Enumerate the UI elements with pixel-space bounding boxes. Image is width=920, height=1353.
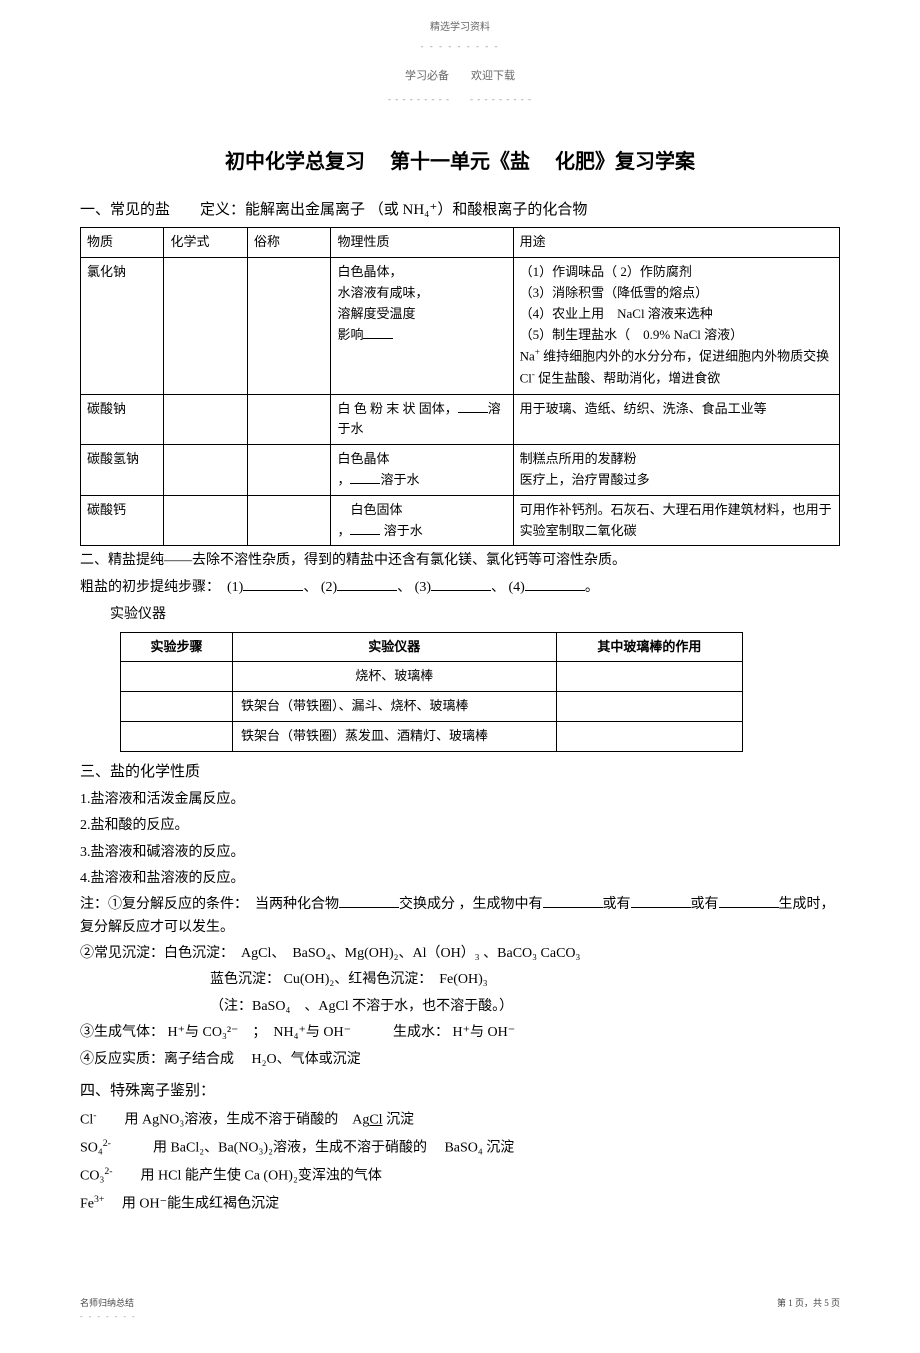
table-row: 氯化钠 白色晶体，水溶液有咸味，溶解度受温度影响 （1）作调味品（ 2）作防腐剂…	[81, 258, 840, 394]
cell-rod	[556, 721, 743, 751]
th-step: 实验步骤	[121, 632, 233, 662]
s4-co3: CO₃2- 用 HCl 能产生使 Ca (OH)₂变浑浊的气体	[80, 1164, 840, 1188]
s3-note3: ③生成气体： H⁺与 CO₃²⁻ ； NH₄⁺与 OH⁻ 生成水： H⁺与 OH…	[80, 1022, 840, 1044]
section3-heading: 三、盐的化学性质	[80, 760, 840, 784]
cell-common	[247, 495, 330, 546]
cell-common	[247, 258, 330, 394]
th-instrument: 实验仪器	[232, 632, 556, 662]
footer-right: 第 1 页，共 5 页	[777, 1296, 840, 1323]
s4-fe3: Fe3+ 用 OH⁻能生成红褐色沉淀	[80, 1192, 840, 1216]
cell-step	[121, 662, 233, 692]
section1-heading: 一、常见的盐 定义：能解离出金属离子 （或 NH₄⁺）和酸根离子的化合物	[80, 198, 840, 222]
page-title: 初中化学总复习 第十一单元《盐 化肥》复习学案	[80, 146, 840, 178]
cell-use: （1）作调味品（ 2）作防腐剂（3）消除积雪（降低雪的熔点）（4）农业上用 Na…	[513, 258, 839, 394]
cell-rod	[556, 662, 743, 692]
cell-formula	[164, 394, 247, 445]
th-rod: 其中玻璃棒的作用	[556, 632, 743, 662]
cell-physical: 白色晶体，水溶液有咸味，溶解度受温度影响	[331, 258, 513, 394]
s4-cl: Cl- 用 AgNO₃溶液，生成不溶于硝酸的 AgCl 沉淀	[80, 1108, 840, 1132]
cell-substance: 碳酸钠	[81, 394, 164, 445]
blank-mid: 、 (3)	[397, 580, 431, 595]
cell-use: 用于玻璃、造纸、纺织、洗涤、食品工业等	[513, 394, 839, 445]
th-substance: 物质	[81, 228, 164, 258]
s3-note4: ④反应实质：离子结合成 H₂O、气体或沉淀	[80, 1049, 840, 1071]
cell-formula	[164, 445, 247, 496]
sub-dashed: - - - - - - - - - - - - - - - - - -	[80, 92, 840, 106]
cell-use: 可用作补钙剂。石灰石、大理石用作建筑材料，也用于实验室制取二氧化碳	[513, 495, 839, 546]
note-text: 注：①复分解反应的条件： 当两种化合物	[80, 897, 339, 912]
blank-end: 。	[585, 580, 599, 595]
s3-note2c: （注：BaSO₄ 、AgCl 不溶于水，也不溶于酸。）	[80, 996, 840, 1018]
footer-left: 名师归纳总结 - - - - - - -	[80, 1296, 137, 1323]
top-dots: - - - - - - - - -	[80, 39, 840, 53]
cell-step	[121, 721, 233, 751]
experiment-table: 实验步骤 实验仪器 其中玻璃棒的作用 烧杯、玻璃棒 铁架台（带铁圈）、漏斗、烧杯…	[120, 632, 743, 752]
section2-line1: 二、精盐提纯——去除不溶性杂质，得到的精盐中还含有氯化镁、氯化钙等可溶性杂质。	[80, 550, 840, 572]
sub-header: 学习必备 欢迎下载	[80, 68, 840, 86]
top-label: 精选学习资料	[80, 20, 840, 36]
salt-table: 物质 化学式 俗称 物理性质 用途 氯化钠 白色晶体，水溶液有咸味，溶解度受温度…	[80, 227, 840, 546]
section2-line2: 粗盐的初步提纯步骤： (1) 、 (2) 、 (3) 、 (4) 。	[80, 577, 840, 599]
table-header-row: 物质 化学式 俗称 物理性质 用途	[81, 228, 840, 258]
cell-use: 制糕点所用的发酵粉医疗上，治疗胃酸过多	[513, 445, 839, 496]
cell-substance: 碳酸钙	[81, 495, 164, 546]
experiment-label: 实验仪器	[110, 604, 840, 626]
table-row: 烧杯、玻璃棒	[121, 662, 743, 692]
s3-l1: 1.盐溶液和活泼金属反应。	[80, 789, 840, 811]
table-row: 铁架台（带铁圈）、漏斗、烧杯、玻璃棒	[121, 692, 743, 722]
th-common: 俗称	[247, 228, 330, 258]
blank-prefix: 粗盐的初步提纯步骤： (1)	[80, 580, 243, 595]
th-use: 用途	[513, 228, 839, 258]
footer-left-text: 名师归纳总结	[80, 1296, 137, 1310]
cell-instrument: 铁架台（带铁圈）蒸发皿、酒精灯、玻璃棒	[232, 721, 556, 751]
cell-common	[247, 445, 330, 496]
table-row: 碳酸钠 白 色 粉 末 状 固体，溶于水 用于玻璃、造纸、纺织、洗涤、食品工业等	[81, 394, 840, 445]
th-physical: 物理性质	[331, 228, 513, 258]
table-row: 碳酸钙 白色固体， 溶于水 可用作补钙剂。石灰石、大理石用作建筑材料，也用于实验…	[81, 495, 840, 546]
section4-heading: 四、特殊离子鉴别：	[80, 1079, 840, 1103]
s3-note1: 注：①复分解反应的条件： 当两种化合物交换成分 ，生成物中有或有或有生成时，复分…	[80, 894, 840, 939]
table-header-row: 实验步骤 实验仪器 其中玻璃棒的作用	[121, 632, 743, 662]
cell-physical: 白 色 粉 末 状 固体，溶于水	[331, 394, 513, 445]
footer: 名师归纳总结 - - - - - - - 第 1 页，共 5 页	[80, 1296, 840, 1323]
table-row: 碳酸氢钠 白色晶体，溶于水 制糕点所用的发酵粉医疗上，治疗胃酸过多	[81, 445, 840, 496]
cell-physical: 白色固体， 溶于水	[331, 495, 513, 546]
th-formula: 化学式	[164, 228, 247, 258]
sub-header-left: 学习必备	[405, 70, 449, 82]
cell-substance: 碳酸氢钠	[81, 445, 164, 496]
s3-l4: 4.盐溶液和盐溶液的反应。	[80, 868, 840, 890]
note-text: 交换成分 ，生成物中有	[399, 897, 543, 912]
footer-left-dots: - - - - - - -	[80, 1311, 137, 1324]
cell-formula	[164, 495, 247, 546]
cell-physical: 白色晶体，溶于水	[331, 445, 513, 496]
cell-substance: 氯化钠	[81, 258, 164, 394]
s3-note2b: 蓝色沉淀： Cu(OH)₂、红褐色沉淀： Fe(OH)₃	[80, 969, 840, 991]
cell-rod	[556, 692, 743, 722]
s4-so4: SO₄2- 用 BaCl₂、Ba(NO₃)₂溶液，生成不溶于硝酸的 BaSO₄ …	[80, 1136, 840, 1160]
s3-l3: 3.盐溶液和碱溶液的反应。	[80, 842, 840, 864]
blank-mid: 、 (4)	[491, 580, 525, 595]
s3-l2: 2.盐和酸的反应。	[80, 815, 840, 837]
cell-common	[247, 394, 330, 445]
sub-header-right: 欢迎下载	[471, 70, 515, 82]
cell-step	[121, 692, 233, 722]
s3-note2: ②常见沉淀：白色沉淀： AgCl、 BaSO₄、Mg(OH)₂、Al（OH）₃ …	[80, 943, 840, 965]
cell-instrument: 烧杯、玻璃棒	[232, 662, 556, 692]
cell-formula	[164, 258, 247, 394]
blank-mid: 、 (2)	[303, 580, 337, 595]
cell-instrument: 铁架台（带铁圈）、漏斗、烧杯、玻璃棒	[232, 692, 556, 722]
table-row: 铁架台（带铁圈）蒸发皿、酒精灯、玻璃棒	[121, 721, 743, 751]
